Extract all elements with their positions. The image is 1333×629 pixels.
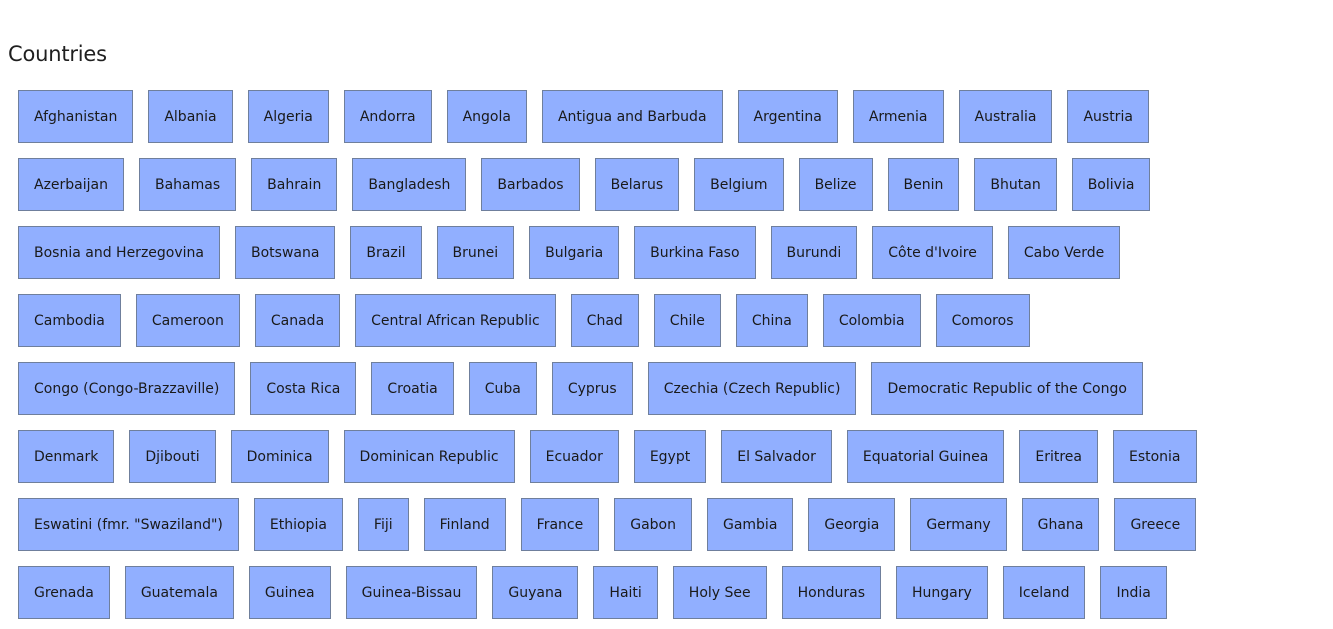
country-button[interactable]: Fiji <box>357 498 409 551</box>
country-button[interactable]: Bahrain <box>251 158 338 211</box>
country-button[interactable]: Cabo Verde <box>1007 226 1121 279</box>
country-button[interactable]: Congo (Congo-Brazzaville) <box>18 362 236 415</box>
country-button[interactable]: Canada <box>254 294 341 347</box>
country-button[interactable]: Guatemala <box>124 566 234 619</box>
country-button[interactable]: Botswana <box>234 226 336 279</box>
country-button[interactable]: Chad <box>570 294 639 347</box>
country-button[interactable]: Bolivia <box>1071 158 1151 211</box>
page-heading: Countries <box>8 42 107 66</box>
country-button[interactable]: Djibouti <box>129 430 216 483</box>
country-button[interactable]: Finland <box>423 498 506 551</box>
country-button[interactable]: Eswatini (fmr. "Swaziland") <box>18 498 239 551</box>
country-button[interactable]: Costa Rica <box>250 362 357 415</box>
country-button[interactable]: Eritrea <box>1019 430 1098 483</box>
country-button[interactable]: Holy See <box>672 566 767 619</box>
country-button[interactable]: Egypt <box>633 430 707 483</box>
country-button[interactable]: Cuba <box>468 362 537 415</box>
country-button[interactable]: Ecuador <box>529 430 619 483</box>
country-button[interactable]: Belgium <box>694 158 784 211</box>
country-button[interactable]: Andorra <box>343 90 432 143</box>
country-button[interactable]: Dominican Republic <box>343 430 515 483</box>
country-button[interactable]: Gabon <box>614 498 692 551</box>
country-button[interactable]: Bulgaria <box>529 226 620 279</box>
country-button[interactable]: Haiti <box>593 566 658 619</box>
country-button[interactable]: Burundi <box>770 226 858 279</box>
country-button[interactable]: Barbados <box>481 158 580 211</box>
country-button[interactable]: Central African Republic <box>355 294 556 347</box>
country-button[interactable]: Australia <box>958 90 1053 143</box>
country-button[interactable]: Estonia <box>1112 430 1197 483</box>
country-button[interactable]: Guinea-Bissau <box>345 566 478 619</box>
country-button[interactable]: France <box>520 498 600 551</box>
country-button[interactable]: Cambodia <box>18 294 121 347</box>
country-button[interactable]: Iceland <box>1002 566 1086 619</box>
country-button[interactable]: Guyana <box>492 566 579 619</box>
country-button[interactable]: China <box>735 294 808 347</box>
country-button[interactable]: Brunei <box>436 226 515 279</box>
country-button[interactable]: Côte d'Ivoire <box>872 226 993 279</box>
country-button[interactable]: Colombia <box>822 294 921 347</box>
country-button[interactable]: Algeria <box>247 90 329 143</box>
country-button[interactable]: Dominica <box>230 430 329 483</box>
country-button[interactable]: Antigua and Barbuda <box>541 90 723 143</box>
country-button[interactable]: Ethiopia <box>253 498 343 551</box>
country-button[interactable]: Azerbaijan <box>18 158 124 211</box>
country-button[interactable]: Denmark <box>18 430 115 483</box>
country-button[interactable]: Angola <box>446 90 527 143</box>
country-button[interactable]: Afghanistan <box>18 90 134 143</box>
country-grid: Afghanistan Albania Algeria Andorra Angola An… <box>18 90 1198 629</box>
country-button[interactable]: Cameroon <box>135 294 240 347</box>
country-button[interactable]: Croatia <box>371 362 454 415</box>
country-button[interactable]: Guinea <box>248 566 331 619</box>
country-button[interactable]: Czechia (Czech Republic) <box>647 362 857 415</box>
country-button[interactable]: Benin <box>887 158 960 211</box>
country-button[interactable]: Burkina Faso <box>634 226 756 279</box>
country-button[interactable]: Armenia <box>852 90 944 143</box>
country-button[interactable]: Austria <box>1067 90 1149 143</box>
country-button[interactable]: Brazil <box>350 226 422 279</box>
country-button[interactable]: Belarus <box>594 158 680 211</box>
country-button[interactable]: Argentina <box>737 90 838 143</box>
country-button[interactable]: Grenada <box>18 566 110 619</box>
country-button[interactable]: Bosnia and Herzegovina <box>18 226 220 279</box>
country-button[interactable]: Ghana <box>1021 498 1100 551</box>
country-button[interactable]: El Salvador <box>721 430 832 483</box>
country-button[interactable]: Georgia <box>808 498 896 551</box>
country-button[interactable]: Greece <box>1114 498 1197 551</box>
country-button[interactable]: Albania <box>148 90 233 143</box>
country-button[interactable]: Cyprus <box>551 362 633 415</box>
country-button[interactable]: Germany <box>910 498 1007 551</box>
country-button[interactable]: Belize <box>798 158 873 211</box>
country-button[interactable]: Democratic Republic of the Congo <box>871 362 1143 415</box>
country-button[interactable]: Bahamas <box>139 158 237 211</box>
country-button[interactable]: Hungary <box>896 566 988 619</box>
country-button[interactable]: Chile <box>653 294 721 347</box>
country-button[interactable]: Comoros <box>935 294 1030 347</box>
country-button[interactable]: Gambia <box>706 498 794 551</box>
country-button[interactable]: Equatorial Guinea <box>846 430 1005 483</box>
country-button[interactable]: Bhutan <box>974 158 1057 211</box>
country-button[interactable]: Bangladesh <box>352 158 467 211</box>
country-button[interactable]: Honduras <box>781 566 881 619</box>
country-button[interactable]: India <box>1100 566 1167 619</box>
